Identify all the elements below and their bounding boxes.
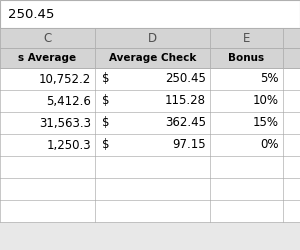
Text: $: $ [102, 72, 110, 86]
Text: Bonus: Bonus [228, 53, 265, 63]
Bar [0, 48, 300, 68]
Text: 1,250.3: 1,250.3 [46, 138, 91, 151]
Text: 5%: 5% [260, 72, 279, 86]
Text: $: $ [102, 116, 110, 130]
Text: 5,412.6: 5,412.6 [46, 94, 91, 108]
Bar [0, 178, 300, 200]
Text: 250.45: 250.45 [165, 72, 206, 86]
Text: $: $ [102, 94, 110, 108]
Text: $: $ [102, 138, 110, 151]
Text: 362.45: 362.45 [165, 116, 206, 130]
Text: 10%: 10% [253, 94, 279, 108]
Bar [0, 112, 300, 134]
Bar [0, 68, 300, 90]
Bar [0, 134, 300, 156]
Text: E: E [243, 32, 250, 44]
Bar [0, 222, 300, 250]
Text: s Average: s Average [18, 53, 76, 63]
Bar [0, 90, 300, 112]
Bar [0, 28, 300, 48]
Text: C: C [44, 32, 52, 44]
Text: 15%: 15% [253, 116, 279, 130]
Text: D: D [148, 32, 157, 44]
Text: 97.15: 97.15 [172, 138, 206, 151]
Text: 0%: 0% [260, 138, 279, 151]
Text: Average Check: Average Check [109, 53, 196, 63]
Bar [0, 0, 300, 28]
Bar [0, 200, 300, 222]
Text: 250.45: 250.45 [8, 8, 54, 20]
Bar [0, 156, 300, 178]
Text: 10,752.2: 10,752.2 [39, 72, 91, 86]
Text: 115.28: 115.28 [165, 94, 206, 108]
Text: 31,563.3: 31,563.3 [39, 116, 91, 130]
